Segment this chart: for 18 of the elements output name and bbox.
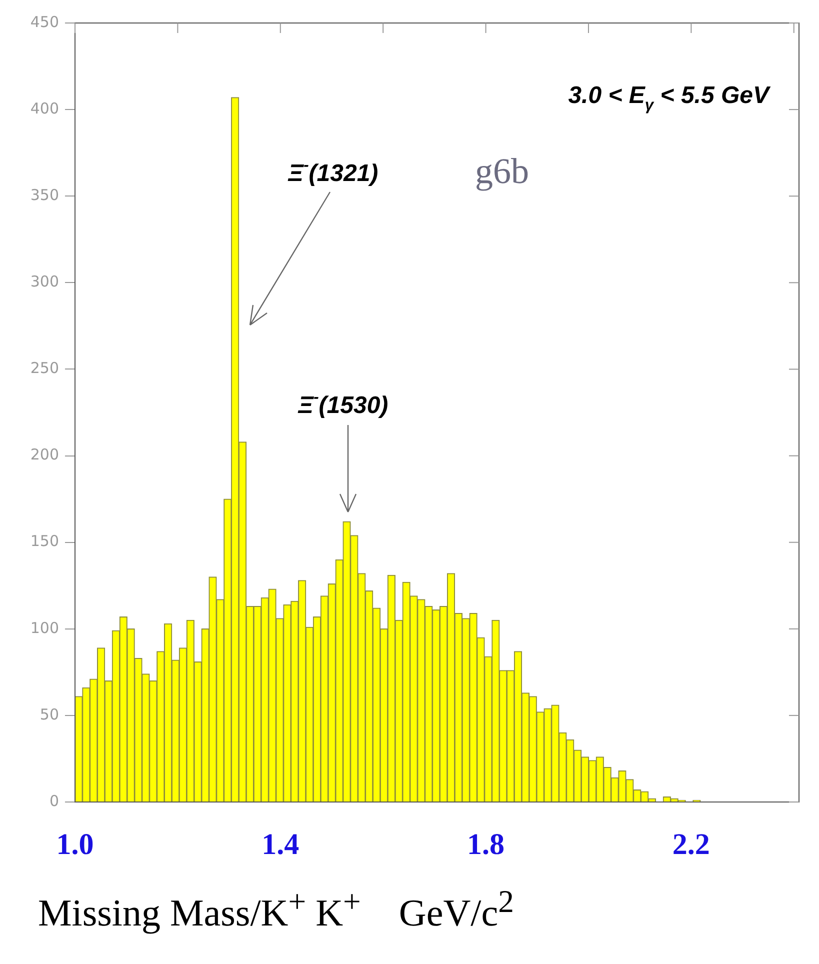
x-tick-label: 1.8: [467, 828, 505, 861]
y-tick-label: 450: [30, 12, 59, 31]
y-tick-label: 350: [30, 186, 59, 204]
y-tick-label: 300: [30, 272, 59, 291]
annotation: Ξ-(1321): [286, 157, 378, 187]
x-tick-label: 1.0: [56, 828, 94, 861]
y-tick-label: 400: [30, 99, 59, 118]
x-tick-label: 2.2: [672, 828, 710, 861]
y-tick-label: 100: [30, 618, 59, 637]
y-tick-label: 250: [30, 359, 59, 378]
y-tick-label: 200: [30, 446, 59, 464]
y-tick-label: 150: [30, 532, 59, 550]
y-tick-label: 0: [49, 792, 59, 810]
annotation: g6b: [475, 151, 529, 191]
text: Missing Mass/K$^{+}$ K$^{+}$ GeV/c$^{2}$: [38, 884, 514, 935]
y-tick-label: 50: [40, 705, 59, 724]
annotation: Ξ-(1530): [296, 389, 388, 419]
x-tick-label: 1.4: [262, 828, 300, 861]
